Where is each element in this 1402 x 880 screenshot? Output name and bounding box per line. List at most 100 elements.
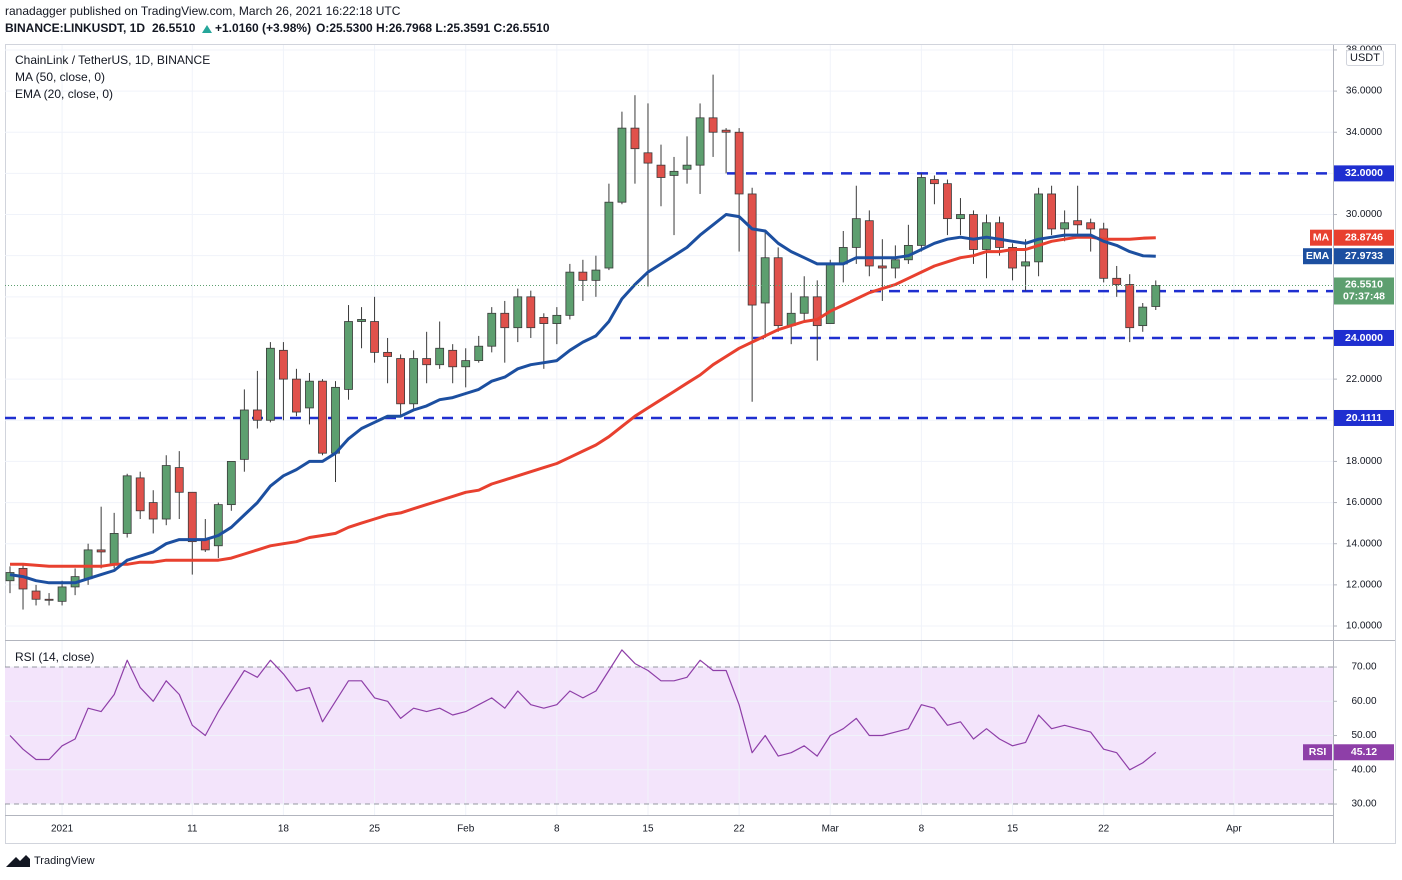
x-tick-label: 25 (369, 824, 381, 835)
x-tick-label: Feb (457, 824, 475, 835)
candle-body (943, 183, 952, 220)
candle-body (187, 491, 197, 543)
series-tag-box (1303, 744, 1332, 761)
candle-body (122, 475, 132, 534)
candle-body (500, 312, 510, 329)
candle-body (357, 319, 366, 322)
y-tick-label: 36.0000 (1346, 86, 1383, 97)
countdown: 07:37:48 (1343, 290, 1385, 302)
candle-body (1060, 222, 1070, 230)
candle-body (1138, 306, 1148, 327)
candle-body (292, 378, 301, 413)
candle-body (383, 351, 392, 357)
candle-body (1021, 261, 1030, 267)
level-box (1334, 329, 1394, 346)
candle-body (239, 409, 249, 460)
candle-body (591, 269, 601, 281)
candle-body (851, 218, 861, 248)
candle-body (578, 271, 588, 281)
candle-body (96, 549, 106, 553)
x-tick-label: Apr (1226, 824, 1242, 835)
candle-body (44, 598, 54, 601)
candle-body (331, 386, 340, 454)
candle-body (917, 177, 926, 246)
frame (5, 44, 1396, 844)
candle-body (864, 220, 874, 267)
candle-body (890, 259, 900, 269)
series-label: 28.8746 (1345, 231, 1383, 243)
series-line (9, 649, 1157, 771)
candle-body (305, 380, 314, 409)
x-tick-label: Mar (822, 824, 840, 835)
publisher: ranadagger published on TradingView.com,… (5, 4, 401, 18)
level-label: 20.1111 (1346, 412, 1382, 424)
candle-body (435, 347, 445, 366)
candle-body (604, 201, 614, 269)
last-price-label: 26.5510 (1345, 278, 1383, 290)
candle-body (31, 590, 41, 600)
candle-body (995, 222, 1004, 248)
series-tag-box (1303, 248, 1332, 265)
candle-body (773, 257, 783, 327)
candle-body (565, 271, 575, 316)
rsi-title: RSI (14, close) (15, 650, 94, 664)
candle-body (1125, 284, 1135, 329)
candle-body (877, 265, 887, 269)
candle-body (1073, 220, 1083, 226)
candle-body (708, 117, 718, 133)
candle-body (279, 349, 288, 380)
candle-body (148, 502, 158, 520)
candle-body (617, 127, 627, 203)
candle-body (760, 257, 770, 304)
y-tick-label: 12.0000 (1346, 580, 1383, 591)
logo-icon (6, 855, 30, 867)
candle-body (109, 533, 119, 565)
x-tick-label: 11 (187, 824, 198, 835)
y-tick-label: 14.0000 (1346, 538, 1383, 549)
series-tag: EMA (1306, 250, 1330, 262)
candle-body (1008, 247, 1017, 269)
y-tick-label: 30.0000 (1346, 209, 1383, 220)
candle-body (969, 214, 978, 250)
y-tick-label: 22.0000 (1346, 374, 1383, 385)
series-label: 45.12 (1351, 746, 1377, 758)
x-tick-label: 2021 (51, 824, 74, 835)
candle-body (474, 345, 484, 362)
candle-body (799, 296, 809, 314)
candle-body (396, 358, 406, 405)
candle-body (409, 358, 419, 405)
unit: USDT (1350, 52, 1380, 64)
series-line (10, 235, 1156, 568)
level-box (1334, 165, 1394, 182)
candle-body (83, 549, 93, 580)
candle-body (930, 179, 939, 185)
candle-body (213, 504, 223, 547)
series-tag: MA (1313, 231, 1330, 243)
candle-body (461, 360, 471, 368)
level-box (1334, 409, 1394, 426)
legend-ema: EMA (20, close, 0) (15, 87, 113, 101)
candle-body (174, 467, 184, 493)
x-tick-label: 15 (1007, 824, 1019, 835)
candle-body (682, 164, 692, 170)
y-tick-label: 40.00 (1351, 764, 1376, 775)
x-tick-label: 15 (642, 824, 654, 835)
candle-body (448, 349, 458, 368)
last-price-box (1334, 277, 1394, 305)
unit-box (1346, 50, 1384, 66)
series-box (1334, 744, 1394, 761)
candle-body (1151, 285, 1161, 307)
y-tick-label: 10.0000 (1346, 621, 1383, 632)
series-box (1334, 248, 1394, 265)
y-tick-label: 16.0000 (1346, 497, 1383, 508)
y-tick-label: 18.0000 (1346, 456, 1383, 467)
candle-body (1047, 193, 1056, 230)
symbol: BINANCE:LINKUSDT, 1D (5, 21, 145, 35)
candle-body (252, 409, 262, 421)
y-tick-label: 50.00 (1351, 730, 1376, 741)
candle-body (956, 214, 965, 220)
y-tick-label: 70.00 (1351, 662, 1376, 673)
ohlc: O:25.5300 H:26.7968 L:25.3591 C:26.5510 (316, 21, 550, 35)
candle-body (370, 321, 379, 353)
